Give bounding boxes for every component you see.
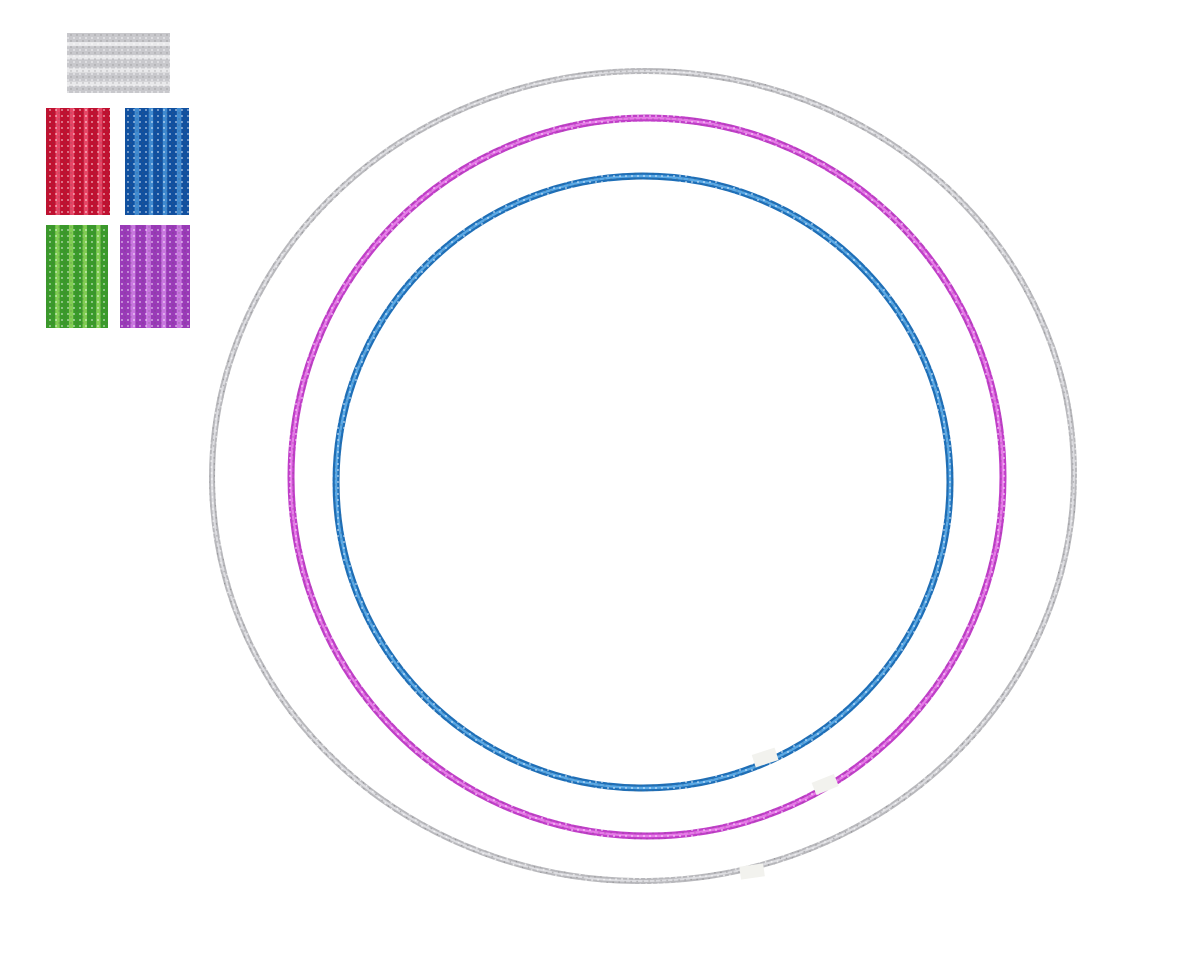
- hoops: [209, 67, 1077, 885]
- red-swatch: [46, 108, 110, 215]
- blue-swatch: [125, 108, 189, 215]
- green-swatch: [46, 225, 108, 328]
- tape-joint: [739, 863, 765, 880]
- tape-joints: [739, 747, 839, 880]
- tape-joint: [751, 747, 779, 768]
- tape-joint: [811, 773, 839, 795]
- purple-hoop: [287, 114, 1007, 840]
- purple-swatch: [120, 225, 190, 328]
- color-swatches: [46, 33, 190, 328]
- blue-hoop: [332, 172, 954, 792]
- silver-swatch: [67, 33, 170, 93]
- silver-hoop: [209, 67, 1077, 885]
